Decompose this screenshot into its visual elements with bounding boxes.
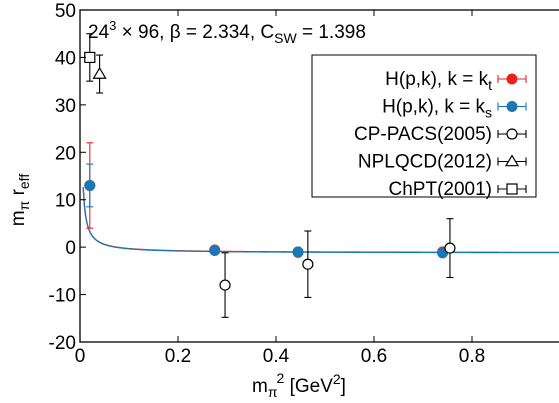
y-axis-label: mπ reff <box>8 174 32 227</box>
legend-label: CP-PACS(2005) <box>354 124 492 145</box>
legend-label: H(p,k), k = ks <box>382 97 492 121</box>
series-2 <box>219 218 456 318</box>
data-points <box>84 33 456 318</box>
legend-label: NPLQCD(2012) <box>358 152 492 173</box>
legend-marker <box>506 183 518 195</box>
legend: H(p,k), k = kt H(p,k), k = ks CP-PACS(2005… <box>311 54 537 200</box>
y-tick-label: 0 <box>65 238 76 259</box>
legend-marker <box>504 154 520 167</box>
x-tick-label: 0.2 <box>165 346 191 367</box>
x-tick-label: 0 <box>75 346 86 367</box>
y-tick-label: -20 <box>49 333 76 354</box>
fit-curve <box>82 187 559 254</box>
series-3 <box>92 54 107 94</box>
data-point <box>302 258 314 270</box>
x-axis-label: mπ2 [GeV2] <box>252 370 346 400</box>
legend-marker <box>506 101 518 112</box>
y-tick-label: 40 <box>55 48 76 69</box>
series-1 <box>84 163 449 259</box>
data-point <box>444 242 456 254</box>
fit-curves <box>82 187 559 254</box>
legend-box <box>311 54 537 198</box>
legend-label: H(p,k), k = kt <box>385 69 492 93</box>
legend-marker <box>506 128 518 140</box>
y-tick-label: 20 <box>55 143 76 164</box>
data-point <box>219 279 231 291</box>
legend-label: ChPT(2001) <box>389 179 493 200</box>
legend-marker <box>506 73 518 85</box>
x-tick-label: 0.8 <box>459 346 485 367</box>
plot-frame <box>79 9 559 343</box>
data-point <box>292 246 304 258</box>
y-tick-label: 30 <box>55 96 76 117</box>
y-tick-label: -10 <box>49 286 76 307</box>
x-tick-label: 0.4 <box>263 346 290 367</box>
x-tick-label: 0.6 <box>361 346 387 367</box>
data-point <box>84 179 96 191</box>
y-tick-label: 10 <box>55 191 76 212</box>
y-tick-label: 50 <box>55 1 76 22</box>
data-point <box>92 66 107 79</box>
data-point <box>84 51 96 64</box>
data-point <box>209 244 221 256</box>
chart-annotation: 243 × 96, β = 2.334, CSW = 1.398 <box>88 18 366 46</box>
